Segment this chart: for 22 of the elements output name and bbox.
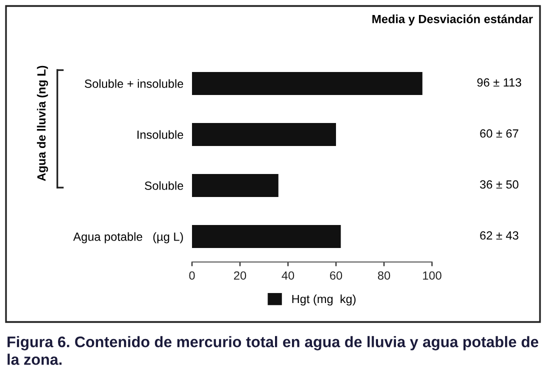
- x-tick-label: 80: [378, 271, 390, 280]
- x-tick-label: 40: [282, 271, 294, 280]
- y-tick-label: Soluble + insoluble: [84, 79, 184, 88]
- bar: [192, 225, 341, 248]
- bar: [192, 123, 336, 146]
- y-tick-label: Soluble: [144, 181, 184, 190]
- text: Media y Desviación estándar: [372, 14, 533, 26]
- x-tick-label: 0: [189, 271, 195, 280]
- x-tick-label: 20: [234, 271, 246, 280]
- data-label: 36 ± 50: [480, 180, 518, 189]
- y-tick-label: Agua potable (µg L): [73, 232, 183, 244]
- bar: [192, 72, 422, 95]
- legend-label: Hgt (mg kg): [292, 294, 356, 306]
- x-tick-label: 100: [423, 271, 442, 280]
- y-axis-title: Agua de lluvia (ng L): [36, 66, 48, 182]
- text: Figura 6. Contenido de mercurio total en agua de lluvia y agua potable de la zona.: [8, 336, 538, 365]
- x-tick-label: 60: [330, 271, 342, 280]
- bar: [192, 174, 278, 197]
- data-label: 96 ± 113: [477, 78, 522, 87]
- y-tick-label: Insoluble: [138, 130, 184, 139]
- data-label: 62 ± 43: [480, 231, 518, 240]
- data-label: 60 ± 67: [480, 129, 518, 138]
